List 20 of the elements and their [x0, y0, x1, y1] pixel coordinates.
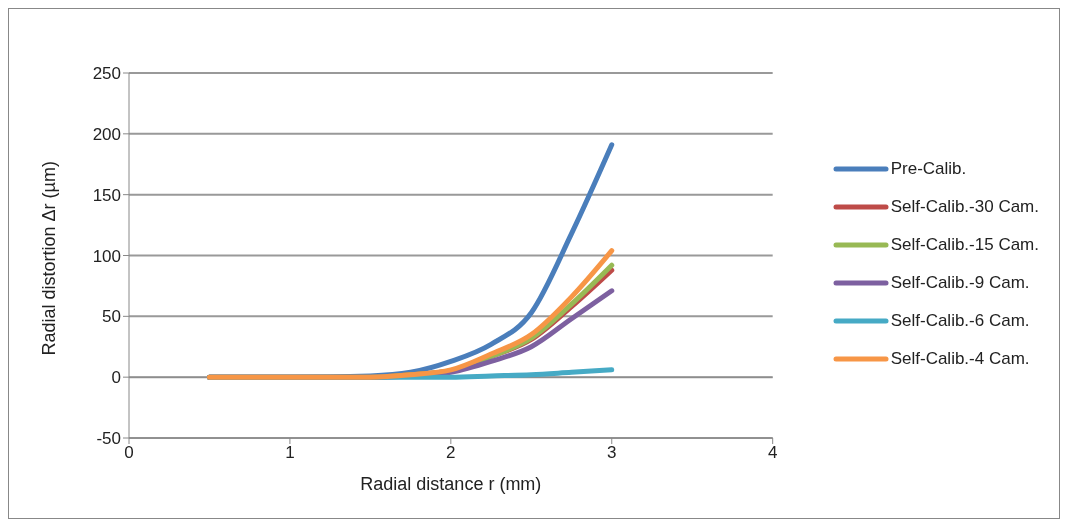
legend-label: Self-Calib.-9 Cam. — [890, 272, 1030, 293]
y-tick-label: 150 — [92, 185, 121, 205]
y-tick-label: -50 — [96, 429, 121, 449]
x-tick-label: 1 — [285, 443, 295, 463]
y-tick-label: 200 — [92, 124, 121, 144]
x-tick-label: 3 — [607, 443, 617, 463]
legend-label: Pre-Calib. — [890, 158, 967, 179]
legend-label: Self-Calib.-6 Cam. — [890, 310, 1030, 331]
y-axis-title: Radial distortion Δr (µm) — [39, 161, 60, 356]
y-tick-label: 50 — [102, 307, 121, 327]
x-tick-label: 0 — [124, 443, 134, 463]
x-axis-title: Radial distance r (mm) — [360, 474, 542, 494]
legend-label: Self-Calib.-15 Cam. — [890, 234, 1039, 255]
x-tick-label: 2 — [446, 443, 456, 463]
x-tick-label: 4 — [767, 443, 778, 463]
legend-label: Self-Calib.-30 Cam. — [890, 196, 1039, 217]
legend-label: Self-Calib.-4 Cam. — [890, 348, 1030, 369]
y-tick-label: 0 — [111, 368, 121, 388]
y-tick-label: 250 — [92, 64, 121, 84]
y-tick-label: 100 — [92, 246, 121, 266]
